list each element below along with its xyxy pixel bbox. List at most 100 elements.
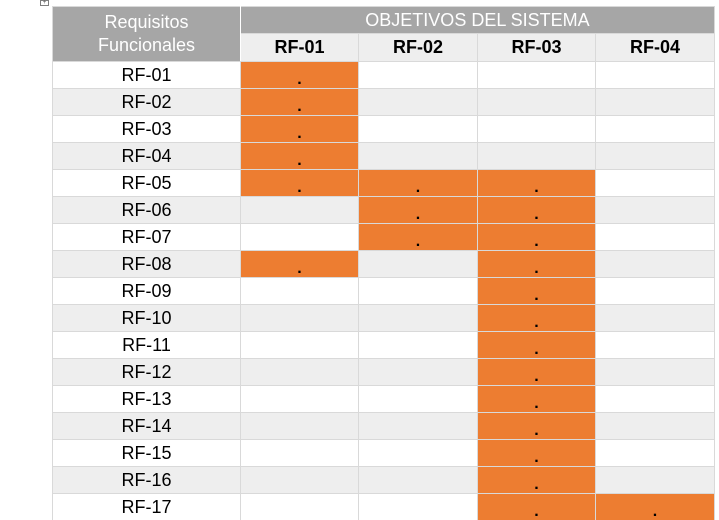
table-row: RF-14. [52,412,715,440]
corner-header: Requisitos Funcionales [52,6,241,62]
matrix-cell [358,331,478,359]
matrix-cell [358,88,478,116]
matrix-cell-marked: . [477,250,596,278]
matrix-cell-marked: . [477,439,596,467]
matrix-cell-marked: . [477,223,596,251]
matrix-cell [595,385,715,413]
table-row: RF-05... [52,169,715,197]
matrix-cell [240,196,359,224]
matrix-cell [595,196,715,224]
matrix-cell-marked: . [477,358,596,386]
table-row: RF-13. [52,385,715,413]
table-row: RF-10. [52,304,715,332]
table-row: RF-02. [52,88,715,116]
matrix-cell [240,304,359,332]
row-label: RF-06 [52,196,241,224]
matrix-cell-marked: . [358,196,478,224]
matrix-cell [477,142,596,170]
row-label: RF-10 [52,304,241,332]
table-row: RF-01. [52,61,715,89]
matrix-cell [240,277,359,305]
column-header: RF-01 [240,33,359,62]
row-label: RF-04 [52,142,241,170]
table-row: RF-06.. [52,196,715,224]
matrix-cell [358,277,478,305]
matrix-cell [595,223,715,251]
matrix-cell [358,412,478,440]
row-label: RF-16 [52,466,241,494]
matrix-cell-marked: . [240,88,359,116]
matrix-cell [240,385,359,413]
matrix-cell [358,250,478,278]
table-row: RF-15. [52,439,715,467]
matrix-cell [595,412,715,440]
table-row: RF-09. [52,277,715,305]
matrix-cell [595,277,715,305]
row-label: RF-14 [52,412,241,440]
table-row: RF-07.. [52,223,715,251]
matrix-cell [240,223,359,251]
matrix-cell [477,115,596,143]
table-move-handle-icon[interactable]: + [40,0,49,6]
matrix-cell-marked: . [477,493,596,520]
row-label: RF-07 [52,223,241,251]
matrix-cell-marked: . [477,331,596,359]
matrix-cell-marked: . [240,115,359,143]
row-label: RF-05 [52,169,241,197]
row-label: RF-03 [52,115,241,143]
matrix-cell [595,466,715,494]
matrix-cell [240,358,359,386]
matrix-cell [595,142,715,170]
matrix-cell-marked: . [477,466,596,494]
matrix-cell-marked: . [477,196,596,224]
table-row: RF-12. [52,358,715,386]
matrix-cell [595,88,715,116]
matrix-cell [358,115,478,143]
matrix-cell [358,439,478,467]
row-label: RF-15 [52,439,241,467]
column-header: RF-04 [595,33,715,62]
matrix-cell [358,142,478,170]
matrix-cell [477,88,596,116]
column-header: RF-03 [477,33,596,62]
matrix-cell [595,358,715,386]
matrix-cell-marked: . [240,169,359,197]
matrix-cell [595,115,715,143]
matrix-cell-marked: . [358,169,478,197]
matrix-cell-marked: . [477,169,596,197]
matrix-cell [358,493,478,520]
matrix-cell [595,439,715,467]
matrix-cell [358,61,478,89]
row-label: RF-13 [52,385,241,413]
matrix-cell [595,61,715,89]
table-row: RF-17.. [52,493,715,520]
matrix-cell [595,331,715,359]
matrix-cell [595,304,715,332]
matrix-body: RF-01. RF-02. RF-03. RF-04. RF-05... RF-06.. R… [52,61,715,520]
row-label: RF-09 [52,277,241,305]
matrix-cell-marked: . [240,250,359,278]
matrix-cell-marked: . [477,412,596,440]
traceability-matrix: Requisitos Funcionales OBJETIVOS DEL SIS… [52,6,715,520]
matrix-cell [358,466,478,494]
matrix-cell [595,169,715,197]
matrix-cell [477,61,596,89]
matrix-cell [240,439,359,467]
matrix-cell-marked: . [477,277,596,305]
matrix-cell [358,358,478,386]
matrix-cell-marked: . [477,304,596,332]
corner-header-line-2: Funcionales [97,35,196,55]
matrix-cell-marked: . [477,385,596,413]
table-row: RF-11. [52,331,715,359]
matrix-cell-marked: . [240,61,359,89]
matrix-cell [240,331,359,359]
row-label: RF-08 [52,250,241,278]
column-header: RF-02 [358,33,478,62]
matrix-cell [358,385,478,413]
table-row: RF-03. [52,115,715,143]
row-label: RF-01 [52,61,241,89]
matrix-cell [240,466,359,494]
matrix-cell-marked: . [595,493,715,520]
matrix-cell-marked: . [240,142,359,170]
